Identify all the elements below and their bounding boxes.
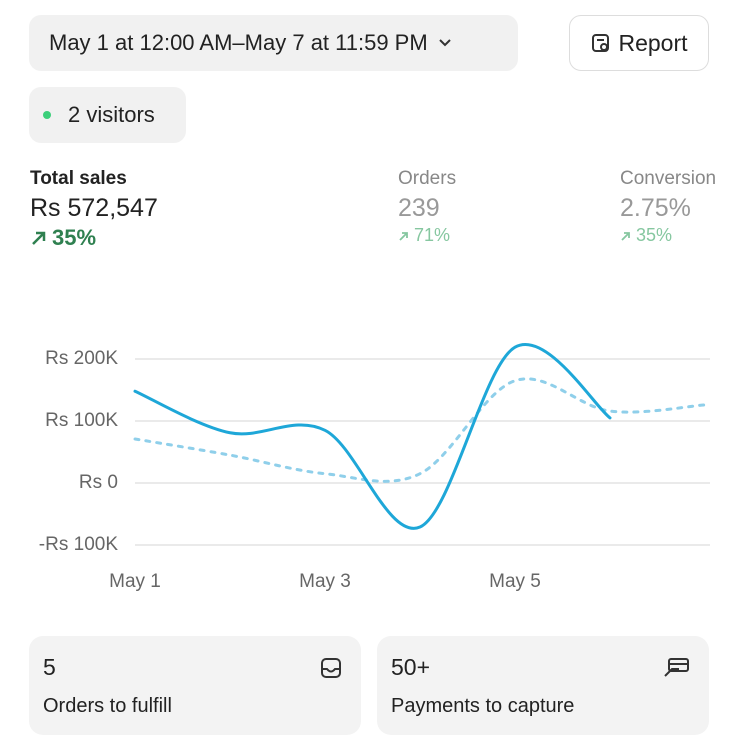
metric-value: 239: [398, 194, 440, 222]
card-label: Payments to capture: [391, 695, 575, 717]
y-tick-label: Rs 0: [79, 472, 118, 493]
change-value: 35%: [636, 225, 673, 245]
y-tick-label: Rs 200K: [45, 348, 118, 369]
card-value: 5: [43, 654, 56, 680]
visitors-label: 2 visitors: [68, 102, 155, 127]
report-button[interactable]: Report: [569, 15, 709, 71]
payment-icon: [664, 658, 689, 677]
live-dot: [43, 111, 51, 119]
line: [133, 377, 707, 483]
line: [133, 343, 612, 530]
chevron-icon: [438, 39, 451, 47]
card[interactable]: 50+ Payments to capture: [377, 636, 709, 735]
metric-label: Total sales: [30, 168, 127, 189]
metric-value: Rs 572,547: [30, 194, 158, 222]
x-tick-label: May 3: [299, 571, 351, 592]
metric-value: 2.75%: [620, 194, 691, 222]
y-tick-label: -Rs 100K: [39, 534, 119, 555]
chart: -Rs 100K Rs 0 Rs 100K Rs 200K May 1 May 3 May …: [39, 343, 710, 592]
up-arrow: [32, 231, 46, 245]
x-tick-label: May 5: [489, 571, 541, 592]
metric-label: Orders: [398, 168, 457, 189]
y-tick-label: Rs 100K: [45, 410, 118, 431]
card-value: 50+: [391, 654, 431, 680]
change-value: 35%: [52, 225, 97, 250]
inbox-icon: [321, 658, 341, 678]
metric[interactable]: Total sales Rs 572,547 35%: [30, 168, 158, 251]
metric[interactable]: Orders 239 71%: [398, 168, 456, 246]
x-tick-label: May 1: [109, 571, 161, 592]
report-icon: [592, 34, 610, 52]
metric[interactable]: Conversion 2.75% 35%: [620, 168, 716, 246]
metric-change: 35%: [30, 225, 158, 251]
card[interactable]: 5 Orders to fulfill: [29, 636, 361, 735]
up-arrow: [621, 231, 630, 241]
date-range: May 1 at 12:00 AM–May 7 at 11:59 PM: [49, 30, 428, 55]
change-value: 71%: [414, 225, 451, 245]
metric-change: 35%: [620, 225, 716, 246]
date-range-button[interactable]: May 1 at 12:00 AM–May 7 at 11:59 PM: [29, 15, 518, 71]
metric-label: Conversion: [620, 168, 717, 189]
metric-change: 71%: [398, 225, 456, 246]
card-label: Orders to fulfill: [43, 695, 172, 717]
up-arrow: [399, 231, 408, 241]
report-label: Report: [618, 29, 688, 56]
visitors-pill[interactable]: 2 visitors: [29, 87, 186, 143]
